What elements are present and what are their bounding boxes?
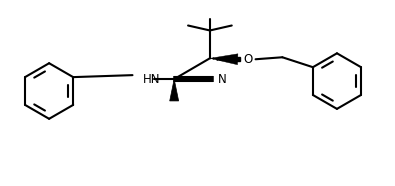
Text: HN: HN bbox=[143, 73, 160, 86]
Text: O: O bbox=[243, 53, 252, 66]
Polygon shape bbox=[209, 54, 238, 65]
Text: N: N bbox=[218, 73, 227, 86]
Polygon shape bbox=[170, 79, 179, 101]
